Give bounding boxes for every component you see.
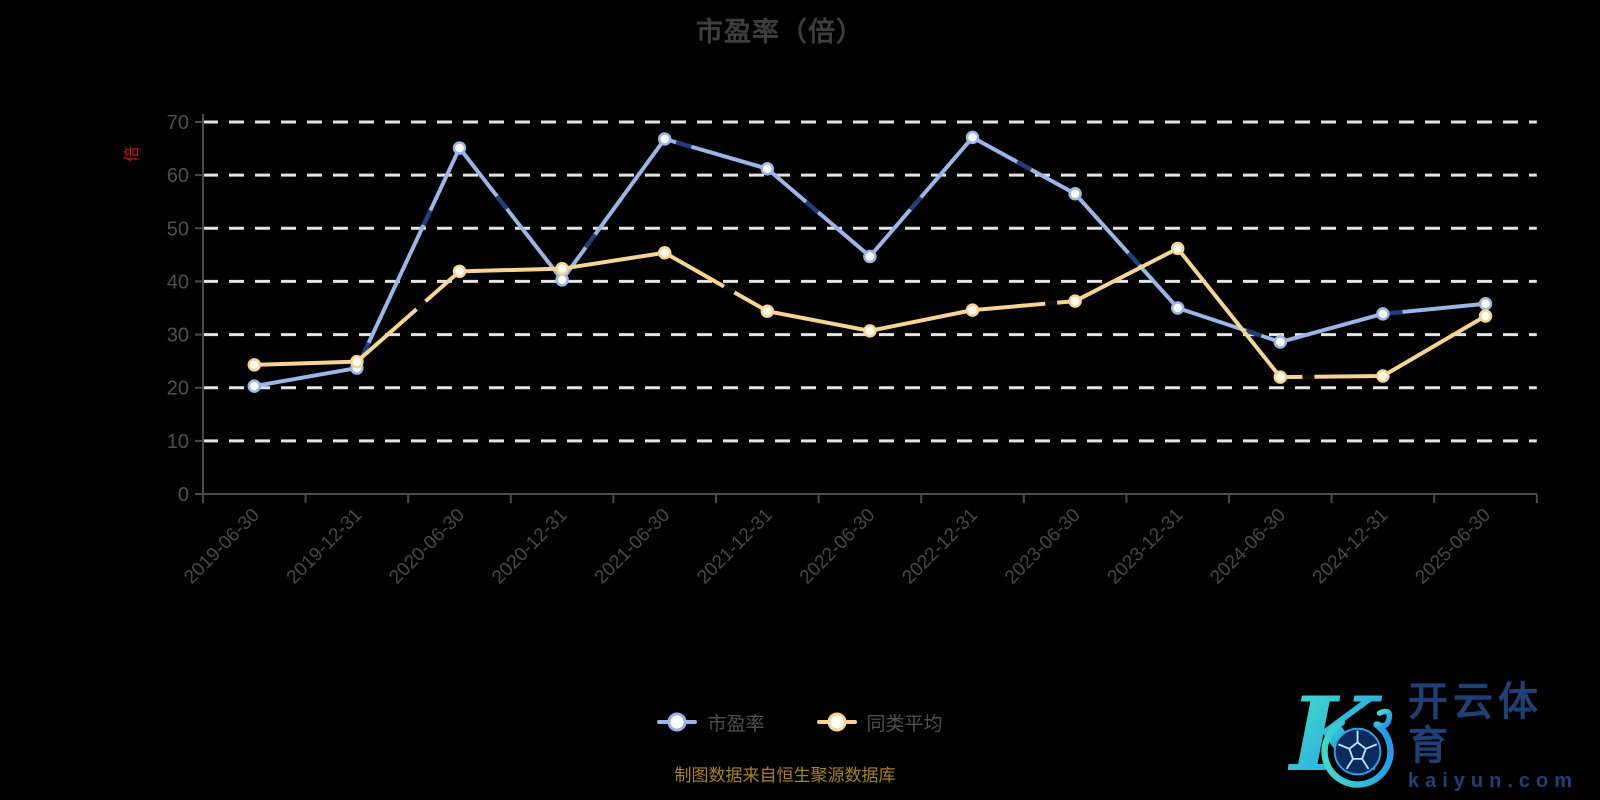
data-source-note: 制图数据来自恒生聚源数据库 <box>674 766 896 785</box>
y-tick-label: 20 <box>167 378 189 400</box>
data-point[interactable] <box>350 354 364 369</box>
data-point[interactable] <box>863 324 877 338</box>
x-tick-label: 2025-06-30 <box>1411 505 1495 589</box>
x-tick-label: 2023-12-31 <box>1104 505 1188 589</box>
data-point[interactable] <box>657 132 672 146</box>
x-tick-label: 2023-06-30 <box>1001 505 1085 589</box>
y-tick-label: 0 <box>178 484 189 506</box>
data-point[interactable] <box>1273 370 1288 384</box>
watermark-domain: kaiyun.com <box>1407 769 1578 792</box>
data-point[interactable] <box>452 141 467 155</box>
x-tick-label: 2024-12-31 <box>1309 505 1393 589</box>
x-tick-label: 2020-06-30 <box>385 505 469 589</box>
data-point[interactable] <box>1478 296 1493 311</box>
x-tick-label: 2024-06-30 <box>1206 505 1290 589</box>
data-point[interactable] <box>1170 301 1185 315</box>
x-tick-label: 2019-12-31 <box>283 505 367 589</box>
y-tick-label: 50 <box>167 218 189 240</box>
y-tick-label: 70 <box>167 112 189 134</box>
watermark-brand: 开云体育 <box>1407 679 1543 768</box>
avg-series-marker-icon <box>816 712 857 732</box>
avg-legend-label: 同类平均 <box>866 713 943 735</box>
chart-title: 市盈率（倍） <box>696 17 864 47</box>
data-point[interactable] <box>247 379 262 393</box>
x-tick-label: 2022-06-30 <box>796 505 880 589</box>
x-tick-label: 2019-06-30 <box>180 505 264 589</box>
series-line-overlay-1 <box>254 245 1487 380</box>
y-tick-label: 10 <box>167 431 189 453</box>
x-tick-label: 2020-12-31 <box>488 505 572 589</box>
data-point[interactable] <box>965 130 980 145</box>
legend-item-avg[interactable]: 同类平均 <box>816 709 943 736</box>
y-tick-label: 60 <box>167 165 189 187</box>
x-tick-label: 2021-06-30 <box>591 505 675 589</box>
data-point[interactable] <box>1376 307 1390 321</box>
data-point[interactable] <box>760 162 775 176</box>
data-point[interactable] <box>247 358 262 372</box>
data-point[interactable] <box>1068 294 1082 308</box>
data-point[interactable] <box>657 245 672 260</box>
data-point[interactable] <box>863 249 877 264</box>
x-tick-label: 2021-12-31 <box>693 505 777 589</box>
data-point[interactable] <box>760 304 775 318</box>
legend: 市盈率 同类平均 <box>0 704 1600 740</box>
data-point[interactable] <box>1068 186 1082 201</box>
kaiyun-logo-icon: K <box>1288 677 1394 795</box>
pe-legend-label: 市盈率 <box>707 713 765 735</box>
series-line-1 <box>252 246 1488 380</box>
watermark[interactable]: K 开云体育 kaiyun.com <box>1288 676 1578 796</box>
data-point[interactable] <box>965 303 980 317</box>
data-point[interactable] <box>1170 241 1185 256</box>
x-tick-label: 2022-12-31 <box>898 505 982 589</box>
data-point[interactable] <box>1376 369 1390 383</box>
data-point[interactable] <box>555 273 569 287</box>
pe-series-marker-icon <box>657 712 698 732</box>
y-tick-label: 30 <box>167 325 189 347</box>
data-point[interactable] <box>1478 309 1493 323</box>
y-tick-label: 40 <box>167 271 189 293</box>
data-point[interactable] <box>555 261 569 276</box>
data-point[interactable] <box>452 264 467 279</box>
legend-item-pe[interactable]: 市盈率 <box>657 709 765 736</box>
data-point[interactable] <box>1273 335 1288 349</box>
